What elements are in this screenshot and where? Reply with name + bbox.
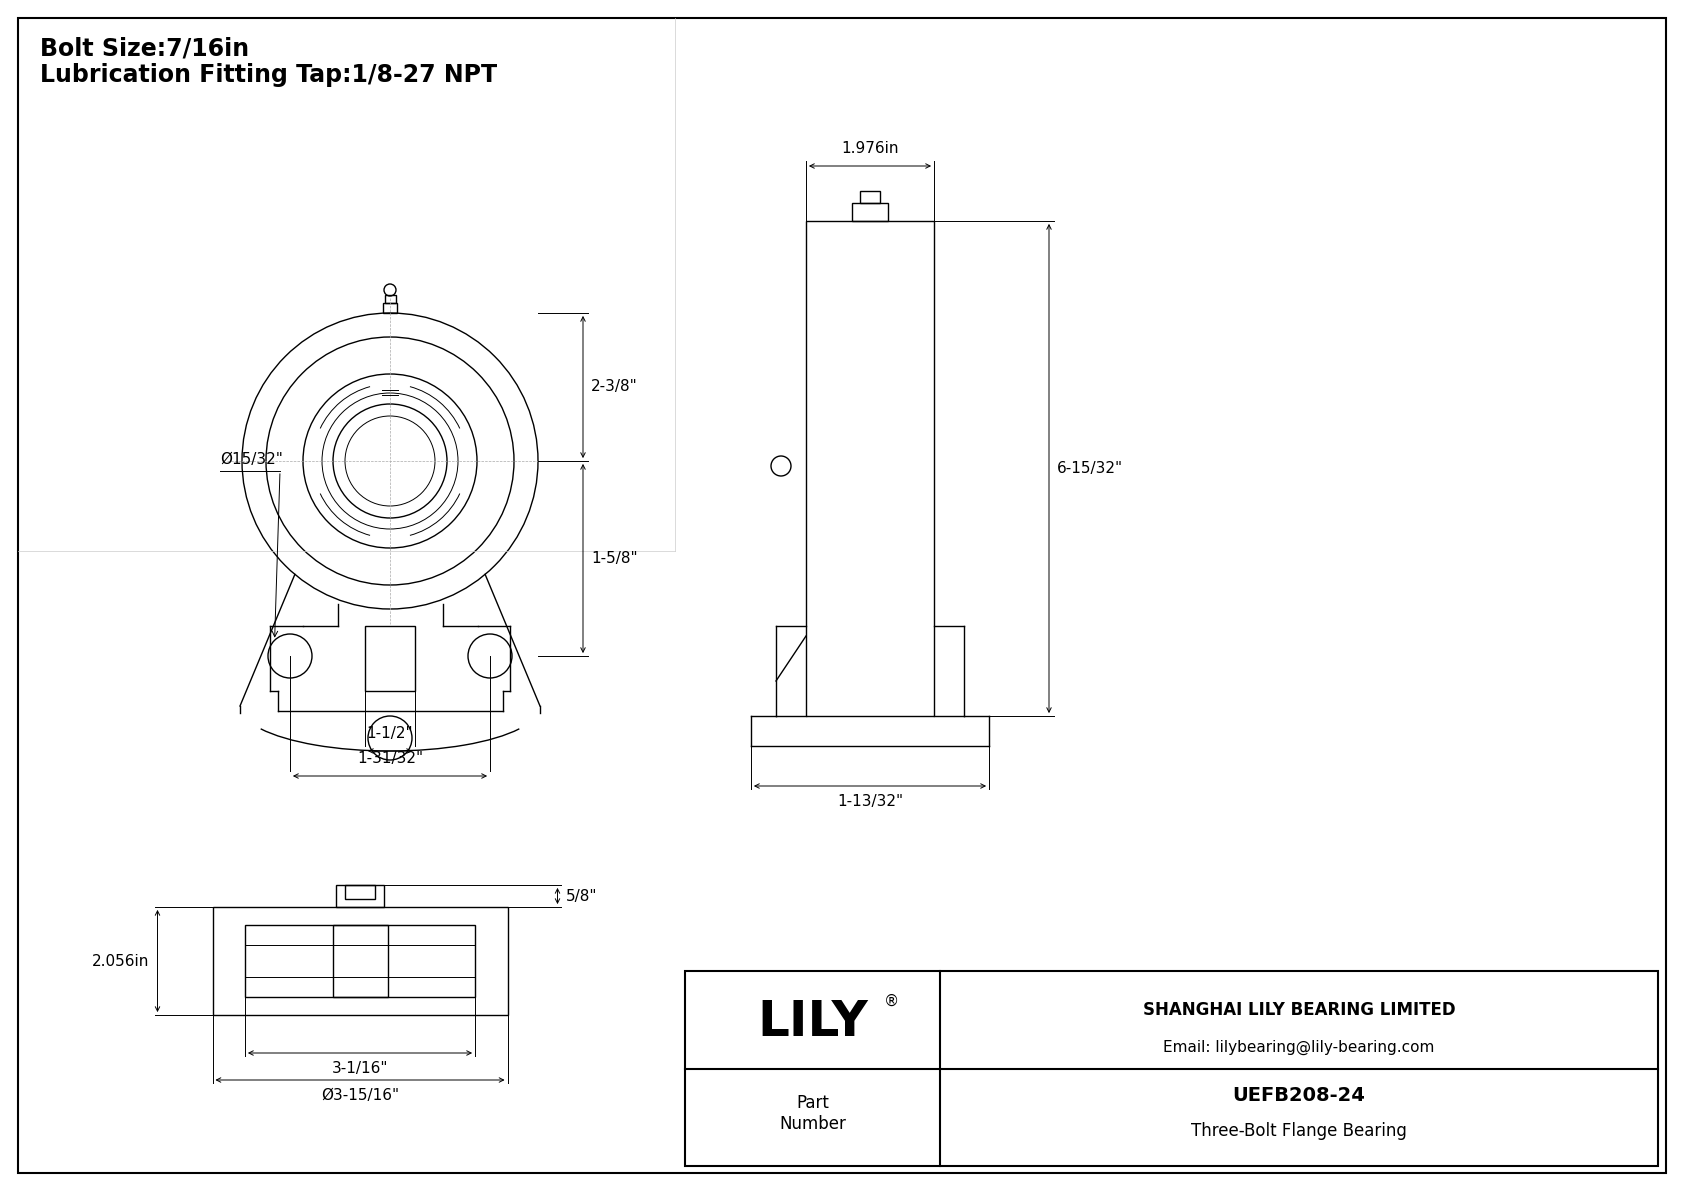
Text: SHANGHAI LILY BEARING LIMITED: SHANGHAI LILY BEARING LIMITED: [1143, 1000, 1455, 1019]
Bar: [861, 191, 881, 202]
Text: Three-Bolt Flange Bearing: Three-Bolt Flange Bearing: [1191, 1122, 1406, 1140]
Bar: [382, 303, 397, 313]
Text: LILY: LILY: [758, 998, 869, 1046]
Text: Ø15/32": Ø15/32": [221, 453, 283, 467]
Text: Email: lilybearing@lily-bearing.com: Email: lilybearing@lily-bearing.com: [1164, 1040, 1435, 1055]
Text: 2-3/8": 2-3/8": [591, 380, 638, 394]
Bar: [345, 885, 376, 899]
Bar: [337, 885, 384, 908]
Bar: [365, 626, 414, 691]
Text: 3-1/16": 3-1/16": [332, 1061, 389, 1075]
Bar: [244, 925, 475, 997]
Bar: [852, 202, 887, 222]
Text: 5/8": 5/8": [566, 888, 598, 904]
Text: 1-5/8": 1-5/8": [591, 551, 638, 566]
Text: 1.976in: 1.976in: [842, 141, 899, 156]
Bar: [332, 925, 387, 997]
Text: ®: ®: [884, 994, 899, 1009]
Text: 1-1/2": 1-1/2": [367, 727, 413, 741]
Text: UEFB208-24: UEFB208-24: [1233, 1086, 1366, 1105]
Bar: [212, 908, 507, 1015]
Text: 2.056in: 2.056in: [93, 954, 150, 968]
Bar: [685, 971, 1659, 1166]
Text: Bolt Size:7/16in: Bolt Size:7/16in: [40, 36, 249, 60]
Text: Part
Number: Part Number: [780, 1095, 847, 1133]
Text: Lubrication Fitting Tap:1/8-27 NPT: Lubrication Fitting Tap:1/8-27 NPT: [40, 63, 497, 87]
Bar: [807, 222, 935, 716]
Text: Ø3-15/16": Ø3-15/16": [322, 1089, 399, 1103]
Text: 1-13/32": 1-13/32": [837, 794, 903, 809]
Text: 1-31/32": 1-31/32": [357, 752, 423, 766]
Text: 6-15/32": 6-15/32": [1058, 461, 1123, 476]
Bar: [384, 295, 396, 303]
